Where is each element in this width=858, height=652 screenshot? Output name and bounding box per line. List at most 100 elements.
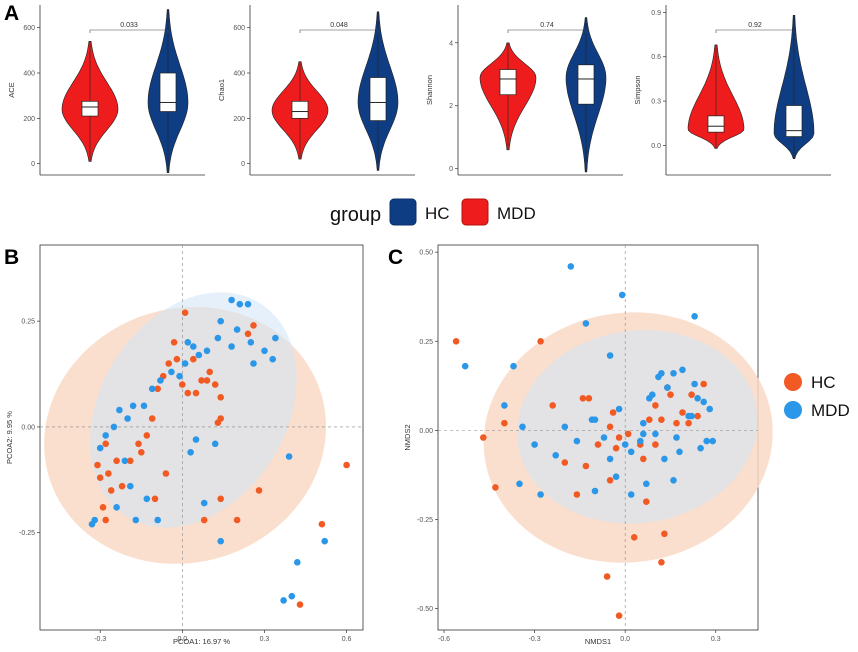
point-hc: [537, 338, 544, 345]
p-value-label: 0.92: [748, 22, 762, 29]
point-mdd: [703, 437, 710, 445]
x-tick-label: -0.3: [529, 636, 541, 643]
x-axis-title: NMDS1: [585, 637, 611, 646]
point-hc: [573, 491, 581, 498]
point-hc: [138, 449, 145, 456]
x-tick-label: 0.3: [260, 636, 270, 643]
point-mdd: [116, 406, 123, 414]
point-hc: [173, 355, 181, 363]
point-mdd: [168, 368, 175, 376]
point-hc: [190, 355, 197, 363]
point-hc: [296, 601, 304, 608]
point-mdd: [154, 516, 161, 524]
point-hc: [127, 457, 134, 465]
point-hc: [606, 477, 614, 484]
point-mdd: [217, 317, 224, 325]
point-hc: [452, 338, 460, 345]
point-mdd: [157, 377, 164, 384]
point-hc: [673, 419, 680, 427]
y-tick-label: 4: [449, 40, 453, 47]
point-hc: [594, 441, 602, 448]
point-mdd: [129, 402, 137, 410]
legend-swatch-hc: [389, 198, 417, 226]
point-mdd: [673, 434, 680, 441]
legend-title: group: [330, 204, 381, 226]
point-mdd: [573, 437, 581, 445]
point-hc: [501, 419, 508, 427]
point-mdd: [561, 423, 569, 431]
group-legend: group HC MDD: [330, 198, 536, 226]
point-mdd: [269, 355, 277, 363]
point-hc: [165, 360, 172, 367]
y-axis-title: NMDS2: [403, 424, 412, 450]
y-axis-title: ACE: [7, 82, 16, 97]
point-mdd: [195, 351, 203, 359]
point-hc: [102, 516, 109, 524]
point-mdd: [640, 419, 647, 427]
point-hc: [250, 322, 257, 329]
y-tick-label: 200: [233, 116, 245, 123]
point-mdd: [280, 597, 287, 604]
point-hc: [343, 461, 350, 469]
significance-bracket: [715, 29, 795, 33]
point-hc: [652, 402, 659, 409]
y-tick-label: -0.25: [19, 530, 35, 537]
point-hc: [661, 530, 668, 538]
box-hc: [785, 105, 803, 137]
point-mdd: [176, 372, 183, 380]
point-hc: [211, 381, 219, 388]
x-axis-title: PCOA1: 16.97 %: [173, 637, 230, 646]
y-tick-label: 0.25: [21, 319, 35, 326]
point-hc: [99, 504, 107, 511]
point-mdd: [272, 334, 279, 342]
point-hc: [492, 484, 499, 491]
point-mdd: [233, 326, 241, 333]
violin-chart-ace: ACE 0 200 400 600 0.033: [7, 5, 205, 176]
point-mdd: [228, 296, 235, 304]
point-hc: [179, 381, 186, 388]
y-tick-label: 2: [449, 103, 453, 110]
box-hc: [577, 64, 595, 105]
point-hc: [630, 534, 638, 541]
confidence-ellipse-mdd: [516, 330, 758, 524]
point-mdd: [606, 455, 614, 463]
point-mdd: [102, 432, 109, 439]
point-hc: [679, 409, 686, 416]
point-mdd: [192, 436, 200, 443]
point-hc: [143, 432, 151, 439]
point-hc: [217, 495, 224, 503]
y-tick-label: 0.0: [651, 143, 661, 150]
nmds-scatter-chart: -0.6 -0.3 0.0 0.3 -0.50 -0.25 0.00 0.25 0.50 NMDS…: [403, 244, 773, 646]
point-mdd: [537, 491, 544, 498]
x-tick-label: -0.3: [94, 636, 106, 643]
point-mdd: [124, 415, 131, 422]
point-hc: [184, 389, 192, 397]
point-mdd: [288, 592, 296, 600]
point-mdd: [228, 343, 235, 350]
point-hc: [667, 391, 674, 399]
point-hc: [198, 377, 205, 384]
point-hc: [148, 415, 156, 422]
x-tick-label: 0.0: [177, 636, 187, 643]
legend-label-hc-point: HC: [811, 373, 836, 392]
point-mdd: [694, 395, 701, 402]
point-hc: [318, 520, 326, 528]
y-tick-label: 0.50: [419, 250, 433, 257]
point-legend: HC MDD: [784, 373, 850, 420]
point-mdd: [294, 559, 301, 566]
point-mdd: [658, 370, 665, 377]
box-mdd: [81, 100, 99, 117]
panel-label-b: B: [4, 246, 19, 269]
point-mdd: [203, 347, 211, 355]
point-hc: [200, 516, 208, 524]
point-mdd: [700, 398, 707, 406]
point-mdd: [91, 516, 98, 524]
point-mdd: [140, 402, 148, 410]
box-hc: [159, 72, 177, 112]
point-mdd: [244, 300, 252, 308]
point-mdd: [615, 405, 623, 413]
point-mdd: [531, 441, 538, 448]
x-tick-label: -0.6: [438, 636, 450, 643]
y-axis-title: Shannon: [425, 75, 434, 105]
